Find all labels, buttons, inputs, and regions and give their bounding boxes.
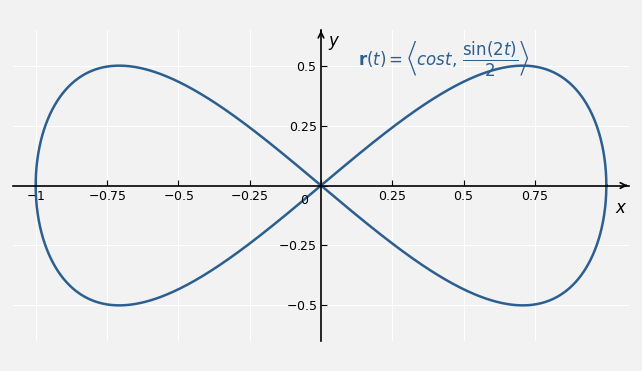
Text: $x$: $x$ — [615, 199, 628, 217]
Text: $\mathbf{r}(t) = \left\langle cost,\, \dfrac{\sin(2t)}{2} \right\rangle$: $\mathbf{r}(t) = \left\langle cost,\, \d… — [358, 39, 529, 78]
Text: $0$: $0$ — [300, 194, 309, 207]
Text: $y$: $y$ — [328, 35, 341, 52]
